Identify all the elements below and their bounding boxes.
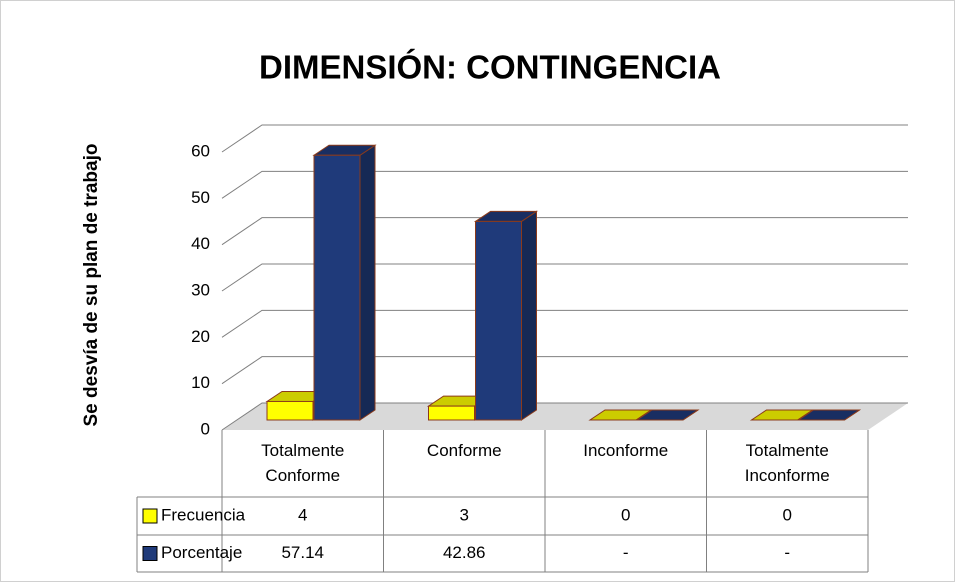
y-tick-label: 20 xyxy=(191,327,210,346)
legend-label: Frecuencia xyxy=(161,505,246,524)
y-tick-label: 30 xyxy=(191,280,210,299)
floor xyxy=(222,403,908,430)
y-tick-label: 50 xyxy=(191,188,210,207)
grid-line xyxy=(221,356,908,385)
bar xyxy=(313,154,361,421)
table-cell: - xyxy=(784,543,790,562)
table-cell: 4 xyxy=(298,505,307,524)
grid-line xyxy=(221,402,908,431)
legend-label: Porcentaje xyxy=(161,543,242,562)
y-tick-label: 0 xyxy=(201,419,210,438)
x-tick-label-box: Inconforme xyxy=(583,441,669,460)
grid-line xyxy=(221,170,908,199)
table-cell: 0 xyxy=(783,505,792,524)
x-tick-label: Totalmente Conforme xyxy=(261,441,345,485)
table-cell: 3 xyxy=(460,505,469,524)
bar-top xyxy=(796,409,862,421)
legend-swatch xyxy=(142,546,158,561)
grid-line xyxy=(221,309,908,338)
chart-title: DIMENSIÓN: CONTINGENCIA xyxy=(259,49,721,86)
grid-line xyxy=(221,124,908,153)
bar-side xyxy=(521,210,537,421)
x-tick-label-box: Conforme xyxy=(426,441,502,460)
x-tick-label: Conforme xyxy=(426,441,502,460)
grid-line xyxy=(221,217,908,246)
table-cell: - xyxy=(623,543,629,562)
table-cell: 0 xyxy=(621,505,630,524)
table-cell: 42.86 xyxy=(443,543,486,562)
y-tick-label: 10 xyxy=(191,373,210,392)
bar xyxy=(266,400,314,421)
x-tick-label-box: Totalmente Conforme xyxy=(261,441,345,485)
bar-top xyxy=(749,409,815,421)
x-tick-label-box: Totalmente Inconforme xyxy=(744,441,830,485)
bar-side xyxy=(359,144,376,421)
y-tick-label: 40 xyxy=(191,234,210,253)
y-axis-label: Se desvía de su plan de trabajo xyxy=(81,144,102,427)
bar xyxy=(428,405,475,421)
bar-top xyxy=(588,409,653,421)
bar xyxy=(475,220,522,421)
x-tick-label: Inconforme xyxy=(583,441,669,460)
y-tick-label: 60 xyxy=(191,141,210,160)
legend-swatch xyxy=(142,508,158,524)
bar-top xyxy=(635,409,700,421)
table-cell: 57.14 xyxy=(281,543,324,562)
grid-line xyxy=(221,263,908,292)
x-tick-label: Totalmente Inconforme xyxy=(744,441,830,485)
